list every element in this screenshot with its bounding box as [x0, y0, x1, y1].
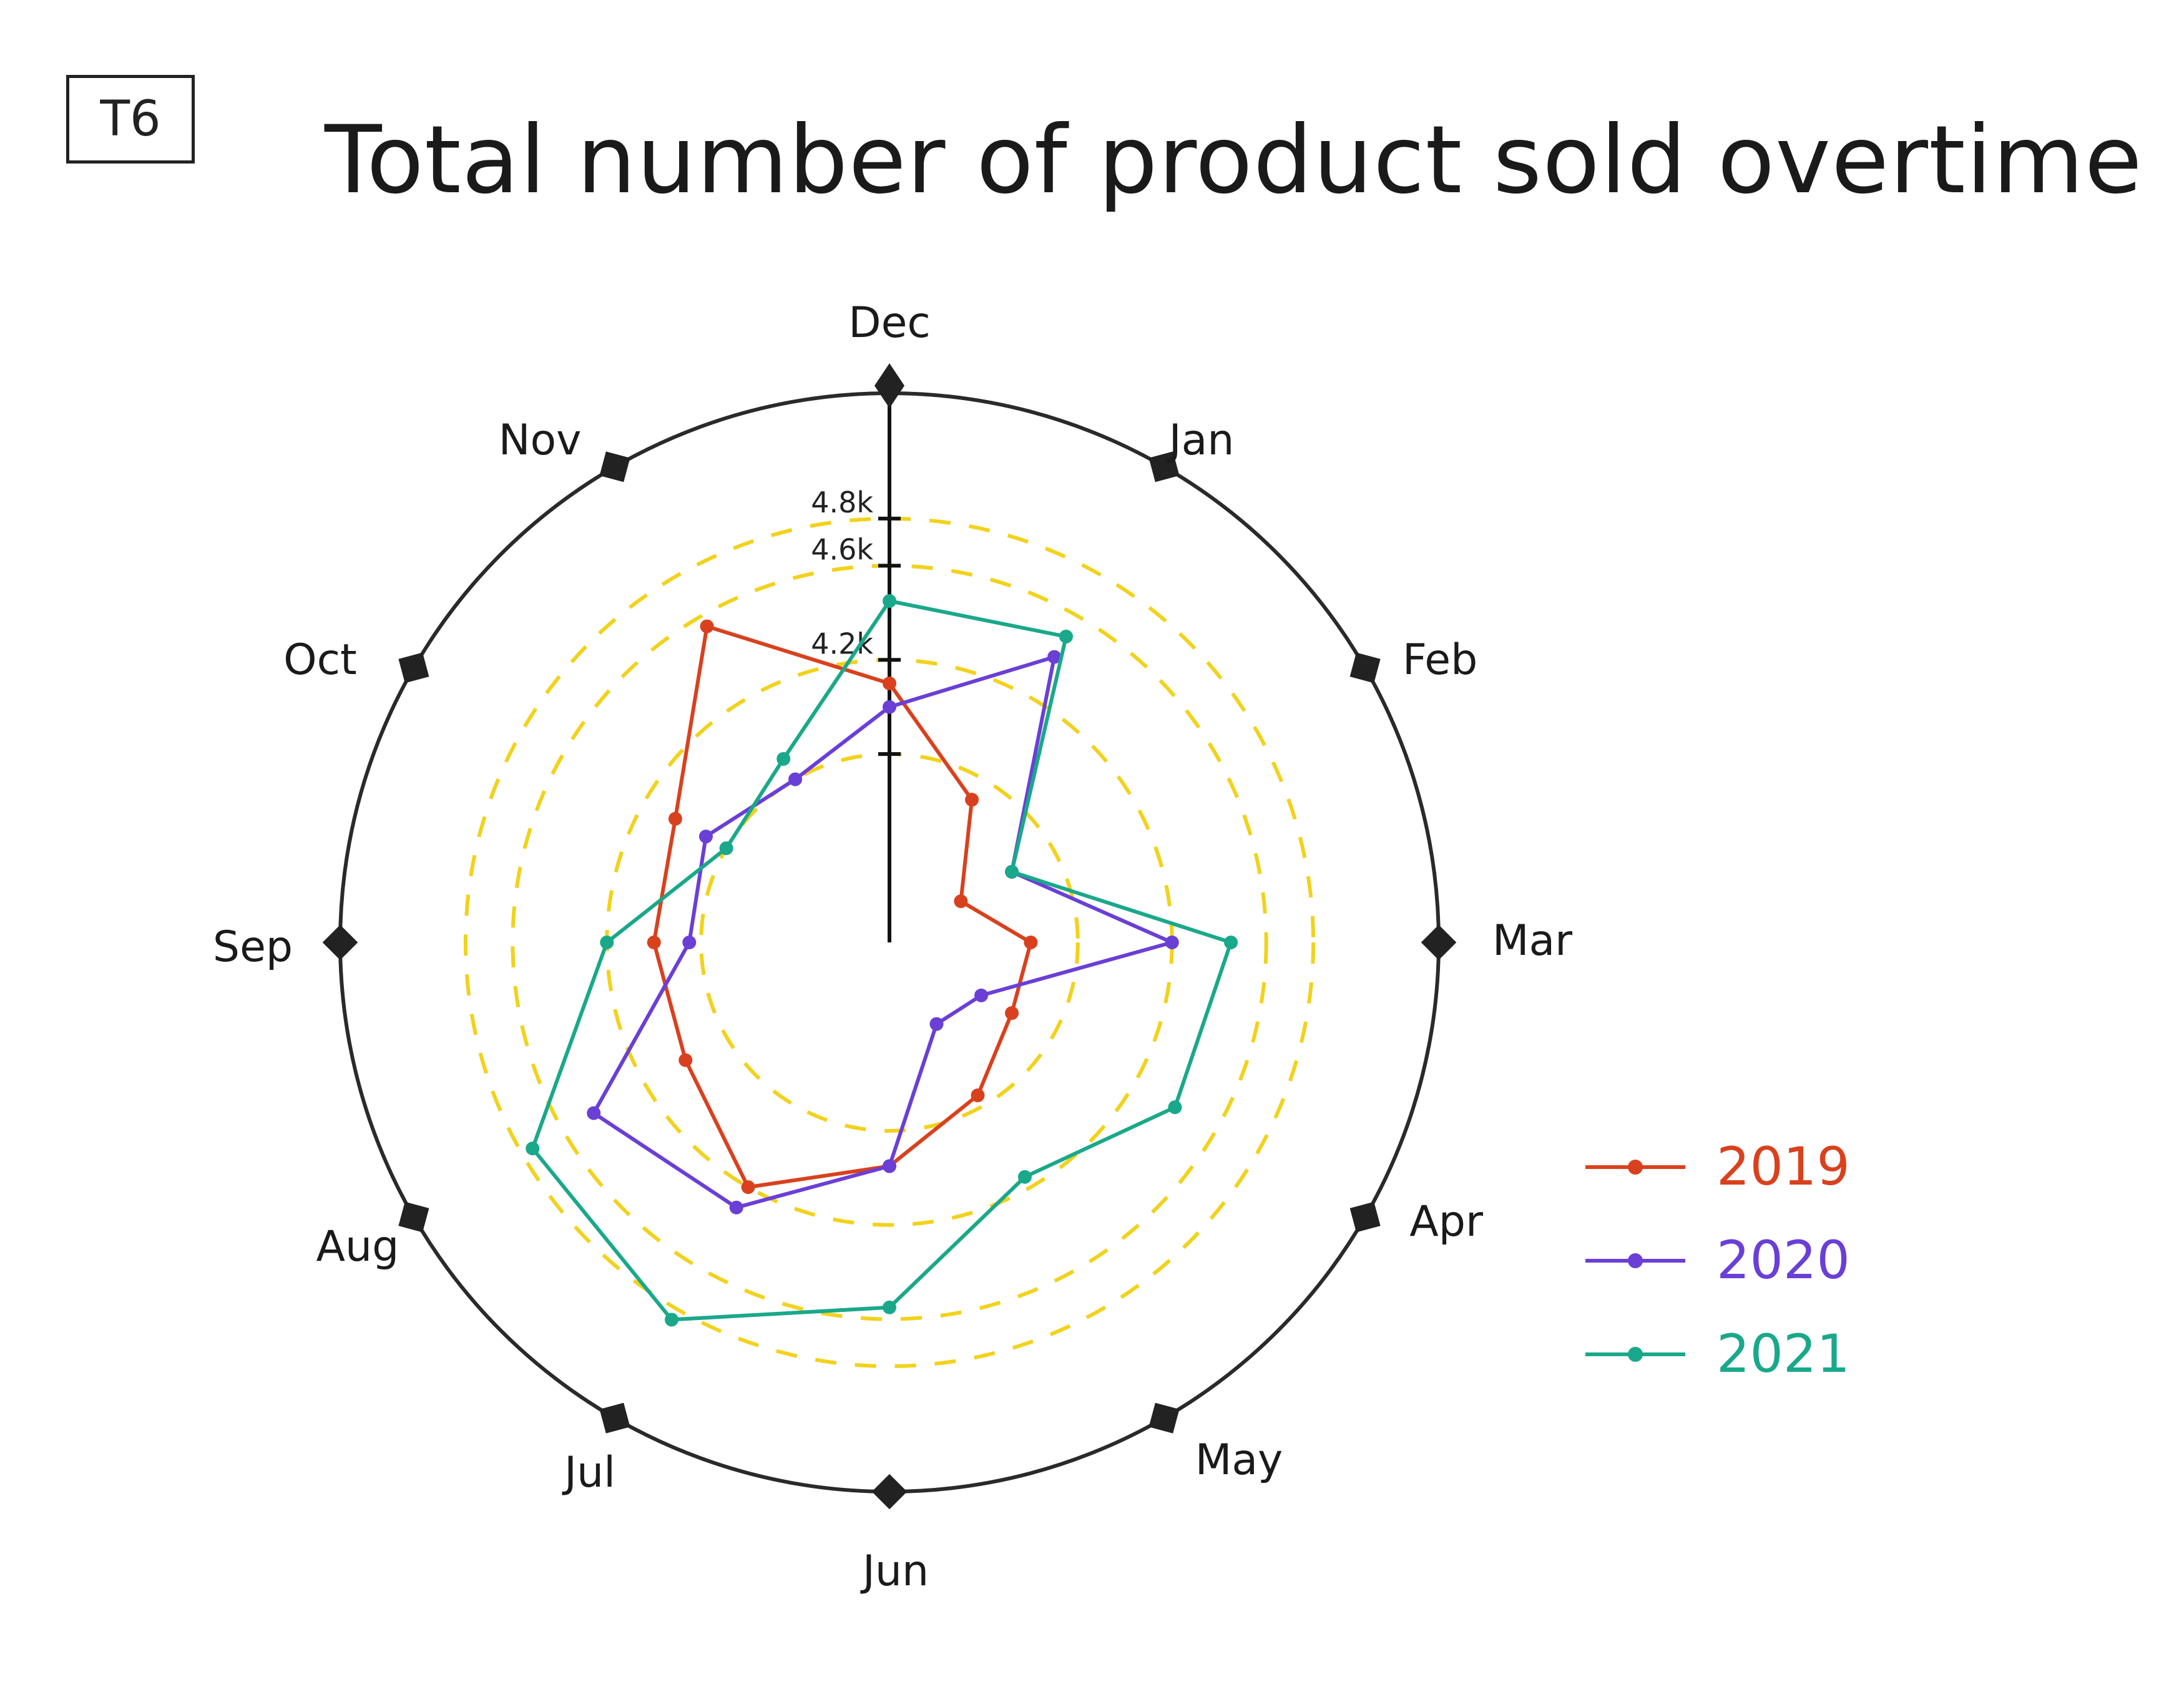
series-line-2021: [531, 599, 1233, 1322]
data-point-2020-aug: [587, 1106, 601, 1120]
month-label-jul: Jul: [562, 1448, 615, 1497]
month-label-dec: Dec: [848, 298, 931, 348]
legend-label-2020: 2020: [1716, 1230, 1850, 1291]
data-point-2021-jun: [883, 1300, 896, 1314]
data-point-2019-dec: [883, 677, 896, 690]
axis-tick-label-3: 4.8k: [811, 486, 873, 519]
grid-ring-3: [463, 516, 1316, 1369]
data-point-2020-oct: [698, 829, 713, 844]
figure-tag: T6: [66, 75, 195, 164]
data-point-2021-feb: [1005, 864, 1019, 879]
month-marker-oct: [398, 652, 429, 683]
data-point-2020-jan: [1047, 650, 1062, 664]
data-point-2020-sep: [682, 936, 697, 949]
data-point-2021-mar: [1224, 936, 1238, 949]
month-label-feb: Feb: [1403, 635, 1477, 685]
month-label-sep: Sep: [213, 922, 293, 972]
month-marker-aug: [398, 1201, 429, 1233]
data-point-2019-jan: [965, 793, 979, 807]
legend-label-2019: 2019: [1716, 1136, 1850, 1197]
data-point-2021-sep: [600, 936, 614, 949]
month-marker-jul: [599, 1402, 630, 1434]
month-marker-feb: [1349, 652, 1381, 683]
axis-tick-label-1: 4.2k: [811, 627, 873, 660]
axis-tick-label-2: 4.6k: [811, 532, 873, 566]
data-point-2021-dec: [883, 594, 896, 608]
series-line-2019: [652, 624, 1033, 1190]
month-marker-sep: [322, 924, 358, 961]
month-label-apr: Apr: [1409, 1197, 1483, 1246]
data-point-2020-mar: [1165, 936, 1179, 949]
data-point-2020-jun: [883, 1159, 896, 1173]
axis-arrow-icon: [874, 363, 904, 408]
month-marker-apr: [1349, 1201, 1381, 1233]
data-point-2019-sep: [647, 936, 661, 949]
data-point-2021-may: [1017, 1170, 1032, 1184]
month-label-nov: Nov: [499, 416, 582, 465]
data-point-2021-oct: [719, 841, 733, 856]
data-point-2020-apr: [974, 988, 989, 1002]
data-point-2020-nov: [788, 772, 803, 786]
legend-label-2021: 2021: [1716, 1323, 1850, 1384]
month-marker-mar: [1421, 924, 1457, 961]
data-point-2021-aug: [526, 1142, 540, 1156]
series-line-2020: [592, 655, 1174, 1210]
month-label-oct: Oct: [283, 635, 357, 685]
legend-marker-2021: [1628, 1347, 1643, 1362]
data-point-2020-jul: [729, 1200, 743, 1215]
data-point-2019-aug: [678, 1053, 693, 1067]
data-point-2020-dec: [883, 700, 896, 714]
month-label-jun: Jun: [860, 1547, 929, 1596]
legend-marker-2020: [1628, 1253, 1643, 1268]
data-point-2021-nov: [776, 751, 791, 766]
data-point-2020-may: [929, 1017, 944, 1031]
legend-marker-2019: [1628, 1160, 1643, 1175]
month-marker-may: [1148, 1402, 1180, 1434]
month-label-jan: Jan: [1167, 416, 1235, 465]
month-label-mar: Mar: [1492, 916, 1572, 966]
data-point-2019-mar: [1024, 936, 1038, 949]
data-point-2019-feb: [954, 894, 968, 908]
data-point-2019-jul: [741, 1180, 755, 1195]
data-point-2021-jul: [665, 1313, 679, 1327]
data-point-2019-may: [971, 1088, 985, 1103]
month-label-may: May: [1195, 1435, 1283, 1485]
data-point-2019-oct: [668, 811, 682, 826]
month-marker-jun: [871, 1474, 908, 1510]
month-marker-nov: [599, 451, 630, 482]
data-point-2019-nov: [700, 619, 714, 633]
data-point-2019-apr: [1005, 1006, 1019, 1020]
month-label-aug: Aug: [316, 1222, 399, 1271]
data-point-2021-apr: [1168, 1100, 1182, 1115]
data-point-2021-jan: [1059, 629, 1073, 643]
month-marker-jan: [1148, 451, 1180, 482]
